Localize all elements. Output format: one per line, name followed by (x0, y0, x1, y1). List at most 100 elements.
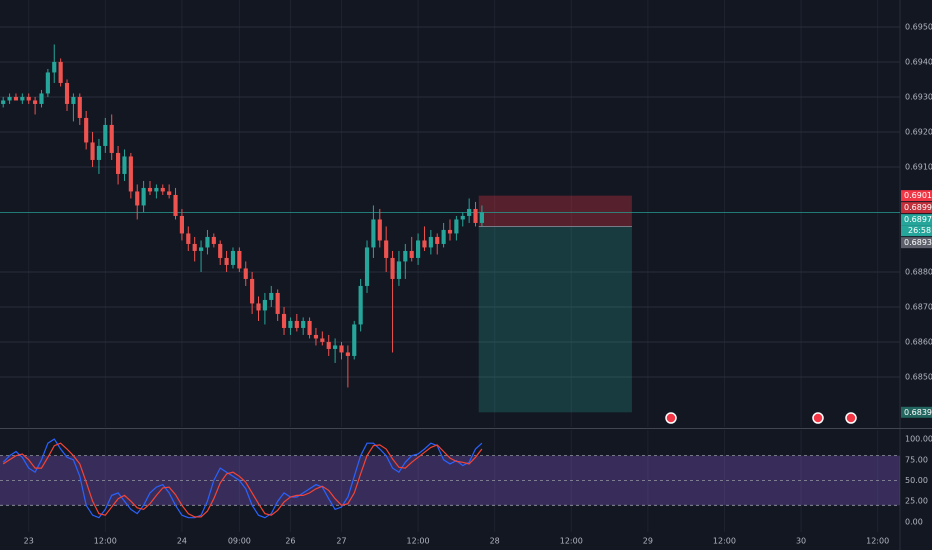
candle-body (128, 156, 133, 192)
candle-body (294, 320, 299, 328)
candle-body (371, 219, 376, 248)
candle-body (64, 82, 70, 104)
candle-body (179, 215, 184, 234)
candle-body (45, 72, 50, 94)
price-label-bg (901, 190, 932, 202)
candle-body (230, 250, 236, 265)
price-label-bg (901, 406, 932, 418)
x-tick-label: 24 (177, 537, 187, 546)
candle-body (435, 236, 440, 244)
candle-body (103, 124, 108, 146)
candle-body (250, 278, 255, 304)
x-tick-label: 26 (285, 537, 295, 546)
y-tick-label: 100.00 (905, 435, 932, 444)
x-tick-label: 12:00 (94, 537, 117, 546)
candle-body (147, 187, 153, 192)
candle-body (313, 334, 319, 339)
price-label-bg (901, 237, 932, 249)
x-tick-label: 27 (336, 537, 346, 546)
candle-body (205, 236, 210, 248)
x-tick-label: 12:00 (407, 537, 430, 546)
candle-body (358, 285, 363, 325)
price-label: 0.69018 (904, 191, 932, 200)
countdown: 26:58 (908, 226, 931, 235)
candle-body (275, 292, 280, 314)
candle-body (33, 100, 38, 104)
countdown-bg (901, 225, 932, 237)
candle-body (422, 240, 427, 248)
price-label-bg (901, 202, 932, 214)
candle-body (90, 142, 95, 160)
candle-body (479, 212, 484, 223)
y-tick-label: 75.00 (905, 455, 928, 464)
candle-body (71, 96, 76, 104)
x-tick-label: 12:00 (560, 537, 583, 546)
candle-body (396, 261, 402, 279)
candle-body (467, 208, 472, 216)
candle-body (77, 96, 82, 118)
candle-body (211, 236, 216, 244)
candle-body (122, 156, 127, 174)
candle-body (377, 219, 382, 241)
candle-body (218, 243, 223, 258)
price-label: 0.68399 (904, 408, 932, 417)
candle-body (428, 236, 433, 248)
x-tick-label: 12:00 (866, 537, 889, 546)
x-tick-label: 30 (796, 537, 806, 546)
y-tick-label: 0.00 (905, 517, 923, 526)
x-tick-label: 28 (490, 537, 500, 546)
candle-body (403, 250, 408, 262)
candle-body (224, 257, 229, 265)
candle-body (460, 215, 465, 220)
x-tick-label: 09:00 (228, 537, 251, 546)
price-label: 0.68970 (904, 215, 932, 224)
candle-body (447, 229, 453, 234)
candle-body (301, 320, 306, 328)
candle-body (262, 299, 267, 311)
candle-body (307, 320, 312, 335)
event-icon[interactable] (812, 412, 824, 424)
candle-body (333, 345, 338, 349)
event-icon[interactable] (665, 412, 677, 424)
candle-body (58, 61, 63, 83)
candle-body (243, 268, 248, 279)
stop-zone (478, 195, 632, 227)
y-tick-label: 0.68500 (905, 372, 932, 381)
candle-body (39, 93, 44, 104)
candle-body (352, 324, 357, 356)
candle-body (186, 233, 191, 244)
y-tick-label: 25.00 (905, 497, 928, 506)
candle-body (339, 345, 344, 353)
candle-body (141, 187, 146, 206)
candle-body (20, 96, 25, 101)
target-zone (478, 226, 632, 413)
candle-body (454, 219, 459, 234)
candle-body (473, 208, 478, 223)
x-tick-label: 12:00 (713, 537, 736, 546)
candle-body (84, 117, 89, 143)
event-icons (665, 412, 857, 424)
candle-body (320, 338, 325, 342)
candle-body (409, 250, 414, 258)
candle-body (154, 187, 159, 192)
stoch-line (2, 442, 483, 518)
x-tick-label: 23 (24, 537, 34, 546)
x-tick-label: 29 (643, 537, 653, 546)
candle-body (135, 191, 140, 206)
candle-body (167, 191, 172, 195)
candle-body (269, 292, 274, 300)
candle-body (1, 100, 6, 104)
event-icon[interactable] (845, 412, 857, 424)
candle-body (173, 194, 178, 216)
